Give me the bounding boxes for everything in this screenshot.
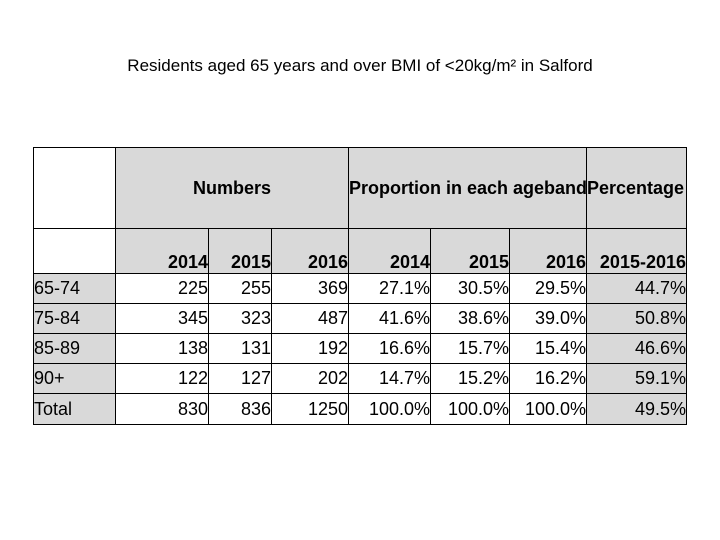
cell-proportion-2016: 29.5% (508, 273, 588, 304)
bmi-data-table: Numbers Proportion in each ageband Perce… (33, 147, 688, 425)
table-row: 65-74 225 255 369 27.1% 30.5% 29.5% 44.7… (33, 273, 688, 304)
cell-numbers-2014: 122 (115, 363, 209, 394)
cell-proportion-2016: 39.0% (508, 303, 588, 334)
row-label-total: Total (33, 393, 116, 425)
table-row: 90+ 122 127 202 14.7% 15.2% 16.2% 59.1% (33, 363, 688, 394)
cell-numbers-2015: 323 (208, 303, 272, 334)
slide-title: Residents aged 65 years and over BMI of … (127, 56, 593, 75)
year-header-numbers-2015: 2015 (208, 228, 272, 274)
row-label: 90+ (33, 363, 116, 394)
corner-spacer (33, 228, 116, 274)
cell-proportion-2016: 16.2% (508, 363, 588, 394)
cell-proportion-2015: 38.6% (430, 303, 510, 334)
row-label: 65-74 (33, 273, 116, 304)
col-group-proportion: Proportion in each ageband (347, 147, 588, 229)
cell-proportion-2014: 16.6% (348, 333, 431, 364)
cell-percentage-change: 50.8% (586, 303, 688, 334)
corner-spacer (33, 147, 116, 229)
cell-numbers-2016: 192 (271, 333, 349, 364)
year-header-proportion-2014: 2014 (348, 228, 431, 274)
cell-percentage-change: 59.1% (586, 363, 688, 394)
cell-numbers-2015: 127 (208, 363, 272, 394)
cell-proportion-2016: 100.0% (508, 393, 588, 425)
cell-numbers-2016: 487 (271, 303, 349, 334)
cell-proportion-2014: 14.7% (348, 363, 431, 394)
cell-percentage-change: 46.6% (586, 333, 688, 364)
row-label: 85-89 (33, 333, 116, 364)
table-row: 75-84 345 323 487 41.6% 38.6% 39.0% 50.8… (33, 303, 688, 334)
year-header-numbers-2014: 2014 (115, 228, 209, 274)
cell-percentage-change: 44.7% (586, 273, 688, 304)
cell-proportion-2016: 15.4% (508, 333, 588, 364)
table-row-total: Total 830 836 1250 100.0% 100.0% 100.0% … (33, 393, 688, 425)
cell-proportion-2015: 30.5% (430, 273, 510, 304)
year-header-proportion-2015: 2015 (430, 228, 510, 274)
table-row: 85-89 138 131 192 16.6% 15.7% 15.4% 46.6… (33, 333, 688, 364)
col-group-numbers: Numbers (115, 147, 349, 229)
table-header-years-row: 2014 2015 2016 2014 2015 2016 2015-2016 (33, 228, 688, 274)
cell-numbers-2014: 138 (115, 333, 209, 364)
cell-proportion-2015: 15.7% (430, 333, 510, 364)
cell-numbers-2014: 225 (115, 273, 209, 304)
col-group-percentage-change: Percentage change (586, 147, 688, 229)
cell-proportion-2014: 100.0% (348, 393, 431, 425)
cell-percentage-change: 49.5% (586, 393, 688, 425)
cell-numbers-2014: 345 (115, 303, 209, 334)
cell-proportion-2014: 27.1% (348, 273, 431, 304)
cell-numbers-2016: 1250 (271, 393, 349, 425)
row-label: 75-84 (33, 303, 116, 334)
cell-numbers-2015: 255 (208, 273, 272, 304)
cell-numbers-2016: 369 (271, 273, 349, 304)
year-header-numbers-2016: 2016 (271, 228, 349, 274)
cell-proportion-2015: 100.0% (430, 393, 510, 425)
cell-proportion-2015: 15.2% (430, 363, 510, 394)
cell-numbers-2015: 131 (208, 333, 272, 364)
year-header-proportion-2016: 2016 (508, 228, 588, 274)
table-header-groups-row: Numbers Proportion in each ageband Perce… (33, 147, 688, 229)
cell-proportion-2014: 41.6% (348, 303, 431, 334)
cell-numbers-2015: 836 (208, 393, 272, 425)
year-header-change-2015-2016: 2015-2016 (586, 228, 688, 274)
cell-numbers-2014: 830 (115, 393, 209, 425)
cell-numbers-2016: 202 (271, 363, 349, 394)
